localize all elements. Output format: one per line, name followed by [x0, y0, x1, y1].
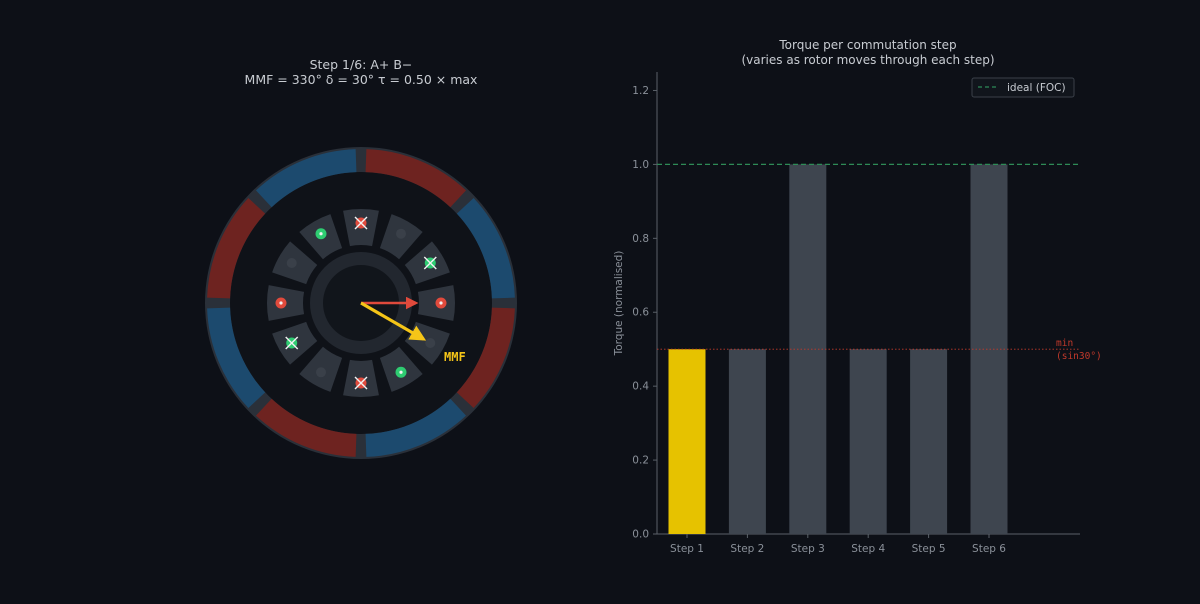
- min-line-label-2: (sin30°): [1056, 351, 1102, 362]
- motor-body: [205, 147, 517, 459]
- coil-off-marker: [316, 367, 326, 378]
- cross-icon: [354, 216, 368, 230]
- x-tick-label: Step 1: [670, 543, 704, 555]
- south-magnet-segment: [255, 149, 357, 208]
- x-tick-label: Step 2: [730, 543, 764, 555]
- dot-icon: [279, 301, 283, 305]
- south-magnet-segment: [365, 398, 467, 457]
- north-magnet-segment: [456, 307, 515, 409]
- chart-plot-area: 0.0 0.2 0.4 0.6 0.8 1.0 1.2 Step 1 Step 2 Step 3 S…: [632, 72, 1080, 555]
- y-tick-label: 0.6: [632, 307, 649, 319]
- north-magnet-segment: [207, 197, 266, 299]
- dot-icon: [319, 232, 323, 236]
- north-magnet-segment: [255, 398, 357, 457]
- bar-step-2: [728, 349, 766, 534]
- legend-ideal-label: ideal (FOC): [1007, 82, 1066, 94]
- y-tick-label: 0.2: [632, 455, 649, 467]
- mmf-arrow: [360, 301, 427, 341]
- torque-chart: Torque per commutation step (varies as r…: [613, 38, 1102, 555]
- x-tick-label: Step 6: [972, 543, 1006, 555]
- motor-title-line2: MMF = 330° δ = 30° τ = 0.50 × max: [245, 72, 478, 87]
- coil-off-marker: [425, 338, 436, 348]
- dot-icon: [399, 370, 403, 374]
- dot-icon: [439, 301, 443, 305]
- x-tick-label: Step 3: [791, 543, 825, 555]
- y-tick-label: 1.2: [632, 85, 649, 97]
- south-magnet-segment: [207, 307, 266, 409]
- coil-off-marker: [286, 258, 297, 268]
- y-tick-label: 0.4: [632, 381, 649, 393]
- y-tick-label: 0.0: [632, 529, 649, 541]
- bar-step-5: [910, 349, 948, 534]
- legend: ideal (FOC): [971, 77, 1075, 98]
- cross-icon: [423, 256, 437, 270]
- mmf-label: MMF: [444, 350, 466, 364]
- north-magnet-segment: [365, 149, 467, 208]
- motor-diagram: Step 1/6: A+ B− MMF = 330° δ = 30° τ = 0…: [205, 57, 517, 459]
- x-tick-label: Step 4: [851, 543, 885, 555]
- legend-box: [971, 77, 1075, 98]
- min-line-label-1: min: [1056, 338, 1073, 349]
- y-tick-label: 0.8: [632, 233, 649, 245]
- cross-icon: [285, 336, 299, 350]
- bar-step-1: [668, 349, 706, 534]
- y-tick-label: 1.0: [632, 159, 649, 171]
- x-tick-label: Step 5: [912, 543, 946, 555]
- cross-icon: [354, 376, 368, 390]
- coil-off-marker: [396, 228, 406, 239]
- chart-title: Torque per commutation step: [778, 38, 956, 52]
- bar-step-4: [849, 349, 887, 534]
- chart-subtitle: (varies as rotor moves through each step…: [741, 53, 994, 67]
- motor-title-line1: Step 1/6: A+ B−: [310, 57, 413, 72]
- south-magnet-segment: [456, 197, 515, 299]
- y-axis-label: Torque (normalised): [613, 251, 625, 357]
